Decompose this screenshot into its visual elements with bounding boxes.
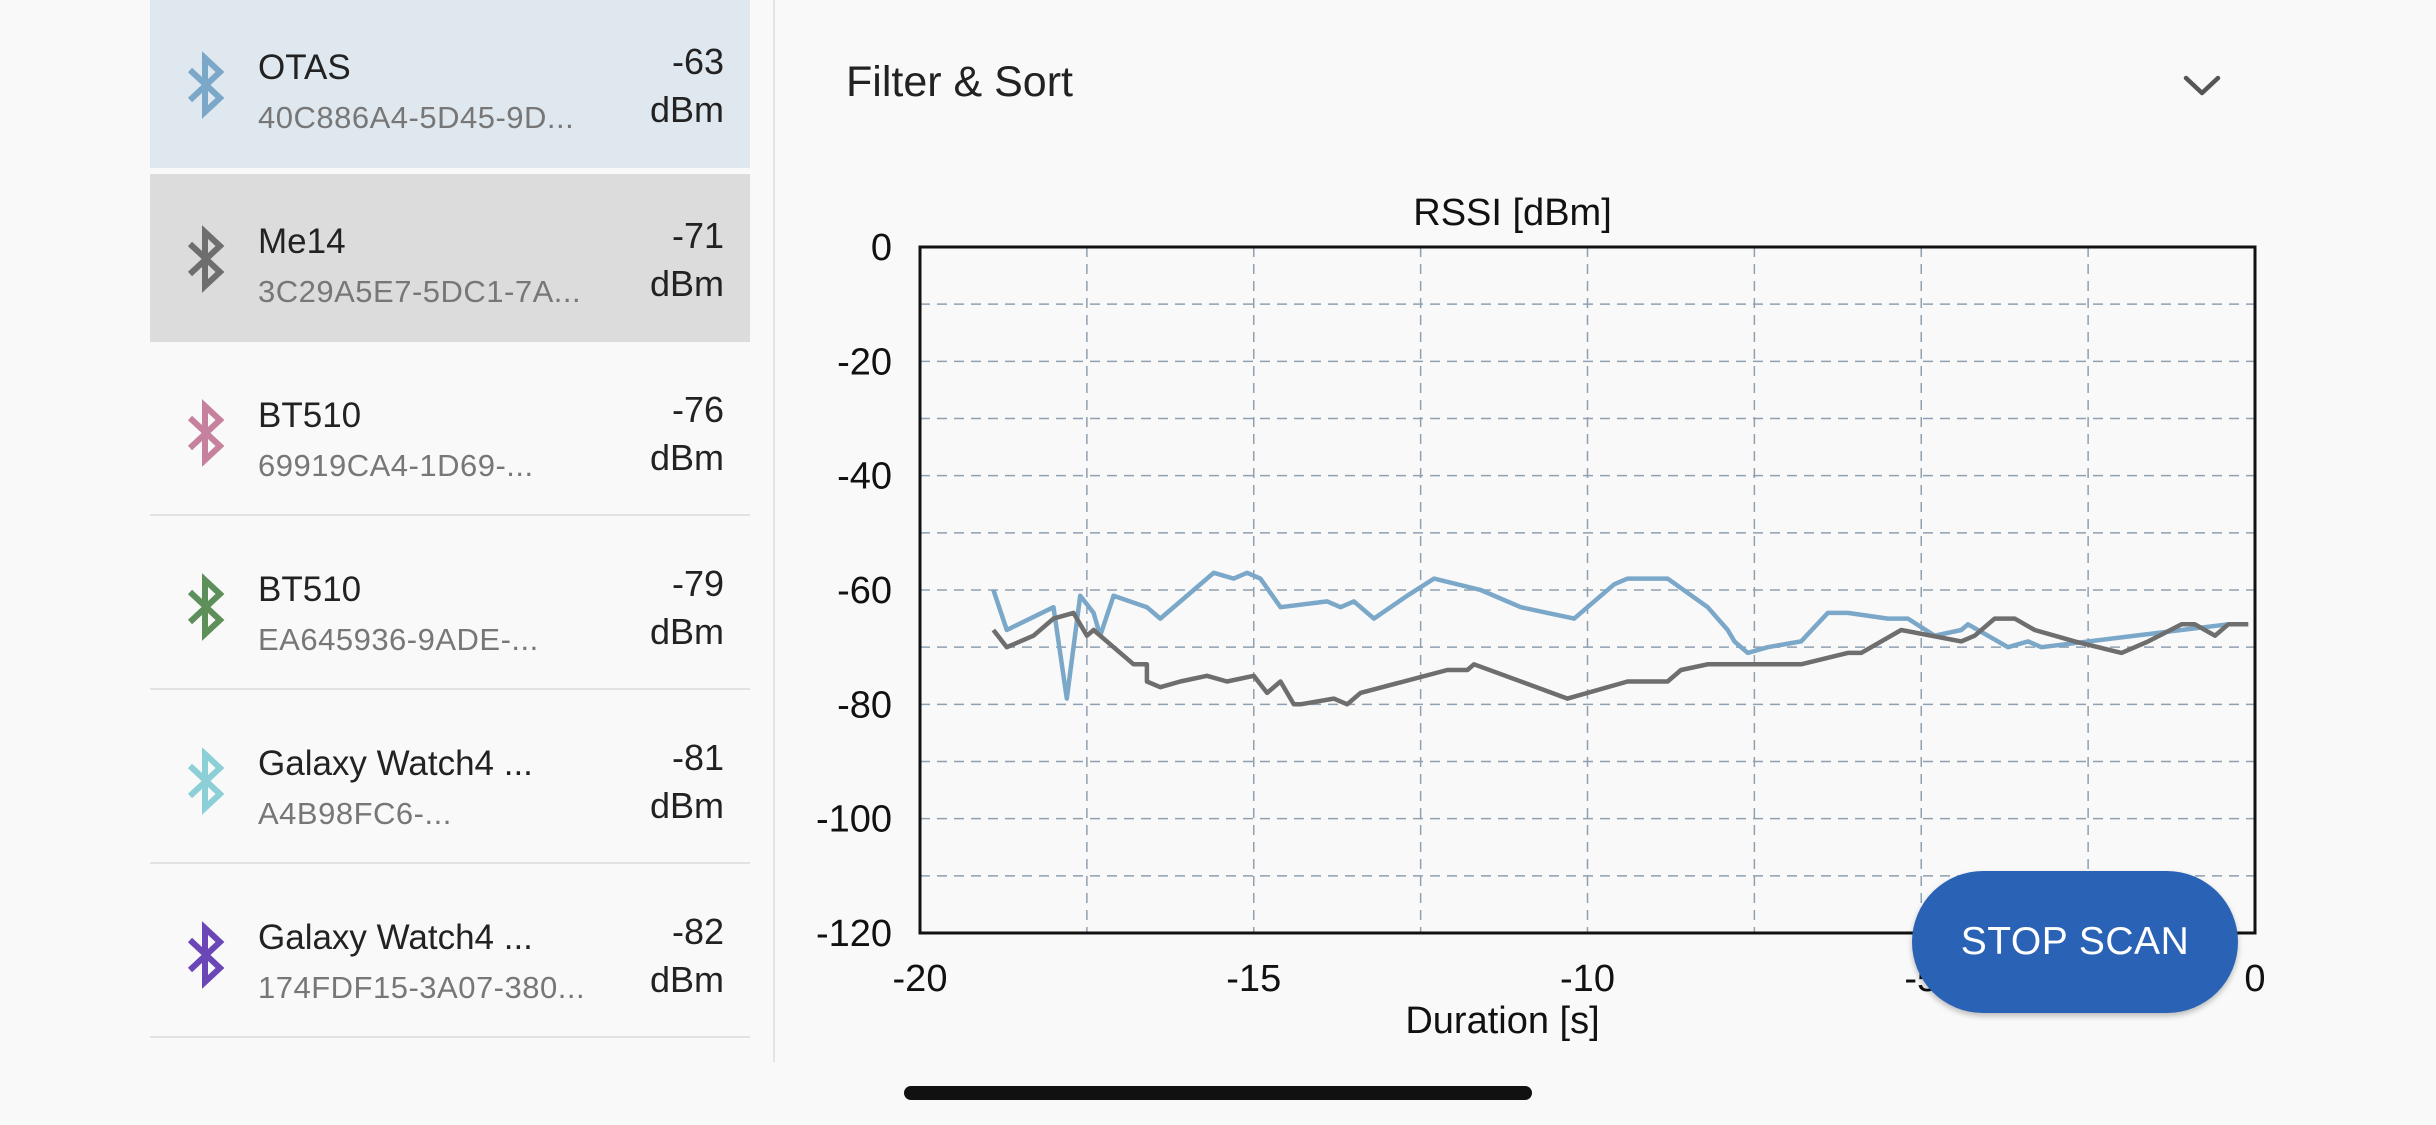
device-list-item[interactable]: Galaxy Watch4 ... A4B98FC6-... -81 dBm (150, 696, 750, 864)
device-name: BT510 (258, 396, 362, 435)
chart-title: RSSI [dBm] (1413, 192, 1612, 234)
device-rssi: -76 dBm (650, 386, 724, 482)
chevron-down-icon[interactable] (2180, 70, 2224, 100)
device-rssi: -79 dBm (650, 560, 724, 656)
x-tick-label: -15 (1226, 958, 1281, 1000)
device-list-item[interactable]: BT510 EA645936-9ADE-... -79 dBm (150, 522, 750, 690)
y-tick-label: 0 (871, 227, 892, 269)
y-tick-label: -80 (837, 684, 892, 726)
device-rssi: -71 dBm (650, 212, 724, 308)
home-indicator[interactable] (904, 1086, 1532, 1100)
rssi-value: -71 (671, 215, 724, 256)
rssi-unit: dBm (649, 437, 724, 478)
device-name: Galaxy Watch4 ... (258, 918, 533, 957)
x-tick-label: -20 (893, 958, 948, 1000)
device-list-item[interactable]: OTAS 40C886A4-5D45-9D... -63 dBm (150, 0, 750, 168)
device-id: EA645936-9ADE-... (258, 622, 539, 657)
y-tick-label: -120 (816, 913, 892, 955)
y-tick-label: -100 (816, 799, 892, 841)
rssi-value: -81 (671, 737, 724, 778)
device-id: 3C29A5E7-5DC1-7A... (258, 274, 582, 309)
y-tick-label: -60 (837, 570, 892, 612)
filter-sort-title[interactable]: Filter & Sort (846, 58, 1073, 106)
device-name: Galaxy Watch4 ... (258, 744, 533, 783)
list-separator (150, 688, 750, 690)
device-rssi: -81 dBm (650, 734, 724, 830)
device-id: 174FDF15-3A07-380... (258, 970, 586, 1005)
x-axis-label: Duration [s] (1405, 1000, 1599, 1042)
bluetooth-icon (187, 225, 225, 293)
device-list-item[interactable]: Me14 3C29A5E7-5DC1-7A... -71 dBm (150, 174, 750, 342)
device-rssi: -63 dBm (650, 38, 724, 134)
vertical-divider (773, 0, 775, 1062)
bluetooth-icon (187, 747, 225, 815)
device-list-item[interactable]: BT510 69919CA4-1D69-... -76 dBm (150, 348, 750, 516)
stop-scan-button[interactable]: STOP SCAN (1912, 871, 2238, 1013)
rssi-unit: dBm (649, 611, 724, 652)
rssi-value: -76 (671, 389, 724, 430)
list-separator (150, 862, 750, 864)
device-name: Me14 (258, 222, 346, 261)
rssi-unit: dBm (649, 89, 724, 130)
bluetooth-icon (187, 573, 225, 641)
x-tick-label: -10 (1560, 958, 1615, 1000)
bluetooth-icon (187, 399, 225, 467)
rssi-value: -79 (671, 563, 724, 604)
device-id: 69919CA4-1D69-... (258, 448, 534, 483)
rssi-value: -82 (671, 911, 724, 952)
y-tick-label: -20 (837, 341, 892, 383)
bluetooth-icon (187, 921, 225, 989)
list-separator (150, 1036, 750, 1038)
device-name: OTAS (258, 48, 351, 87)
bluetooth-icon (187, 51, 225, 119)
plot-frame (918, 245, 2257, 935)
rssi-unit: dBm (649, 959, 724, 1000)
y-tick-label: -40 (837, 456, 892, 498)
rssi-value: -63 (671, 41, 724, 82)
x-tick-label: 0 (2244, 958, 2265, 1000)
device-list: OTAS 40C886A4-5D45-9D... -63 dBm Me14 3C… (150, 0, 750, 1062)
device-rssi: -82 dBm (650, 908, 724, 1004)
list-separator (150, 514, 750, 516)
rssi-unit: dBm (649, 785, 724, 826)
device-name: BT510 (258, 570, 362, 609)
device-id: A4B98FC6-... (258, 796, 452, 831)
device-id: 40C886A4-5D45-9D... (258, 100, 575, 135)
device-list-item[interactable]: Galaxy Watch4 ... 174FDF15-3A07-380... -… (150, 870, 750, 1038)
rssi-unit: dBm (649, 263, 724, 304)
series-line (991, 610, 2249, 707)
